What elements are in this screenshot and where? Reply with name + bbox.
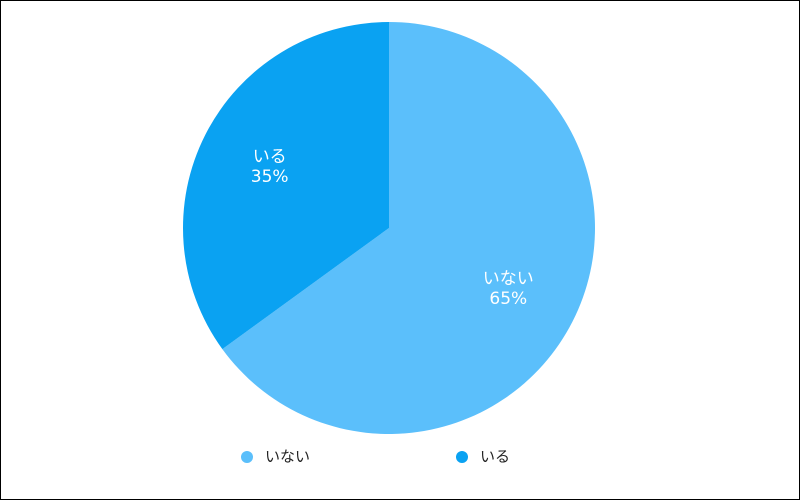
slice-label-value: 65% (489, 289, 527, 309)
pie-slice (183, 22, 389, 350)
slice-label-value: 35% (251, 167, 289, 187)
legend-label: いる (480, 448, 510, 466)
legend-label: いない (265, 448, 310, 466)
legend-marker (241, 451, 253, 463)
slice-label-name: いる (253, 147, 287, 167)
slice-label-name: いない (483, 269, 534, 289)
pie-slice (222, 22, 595, 434)
legend-marker (456, 451, 468, 463)
